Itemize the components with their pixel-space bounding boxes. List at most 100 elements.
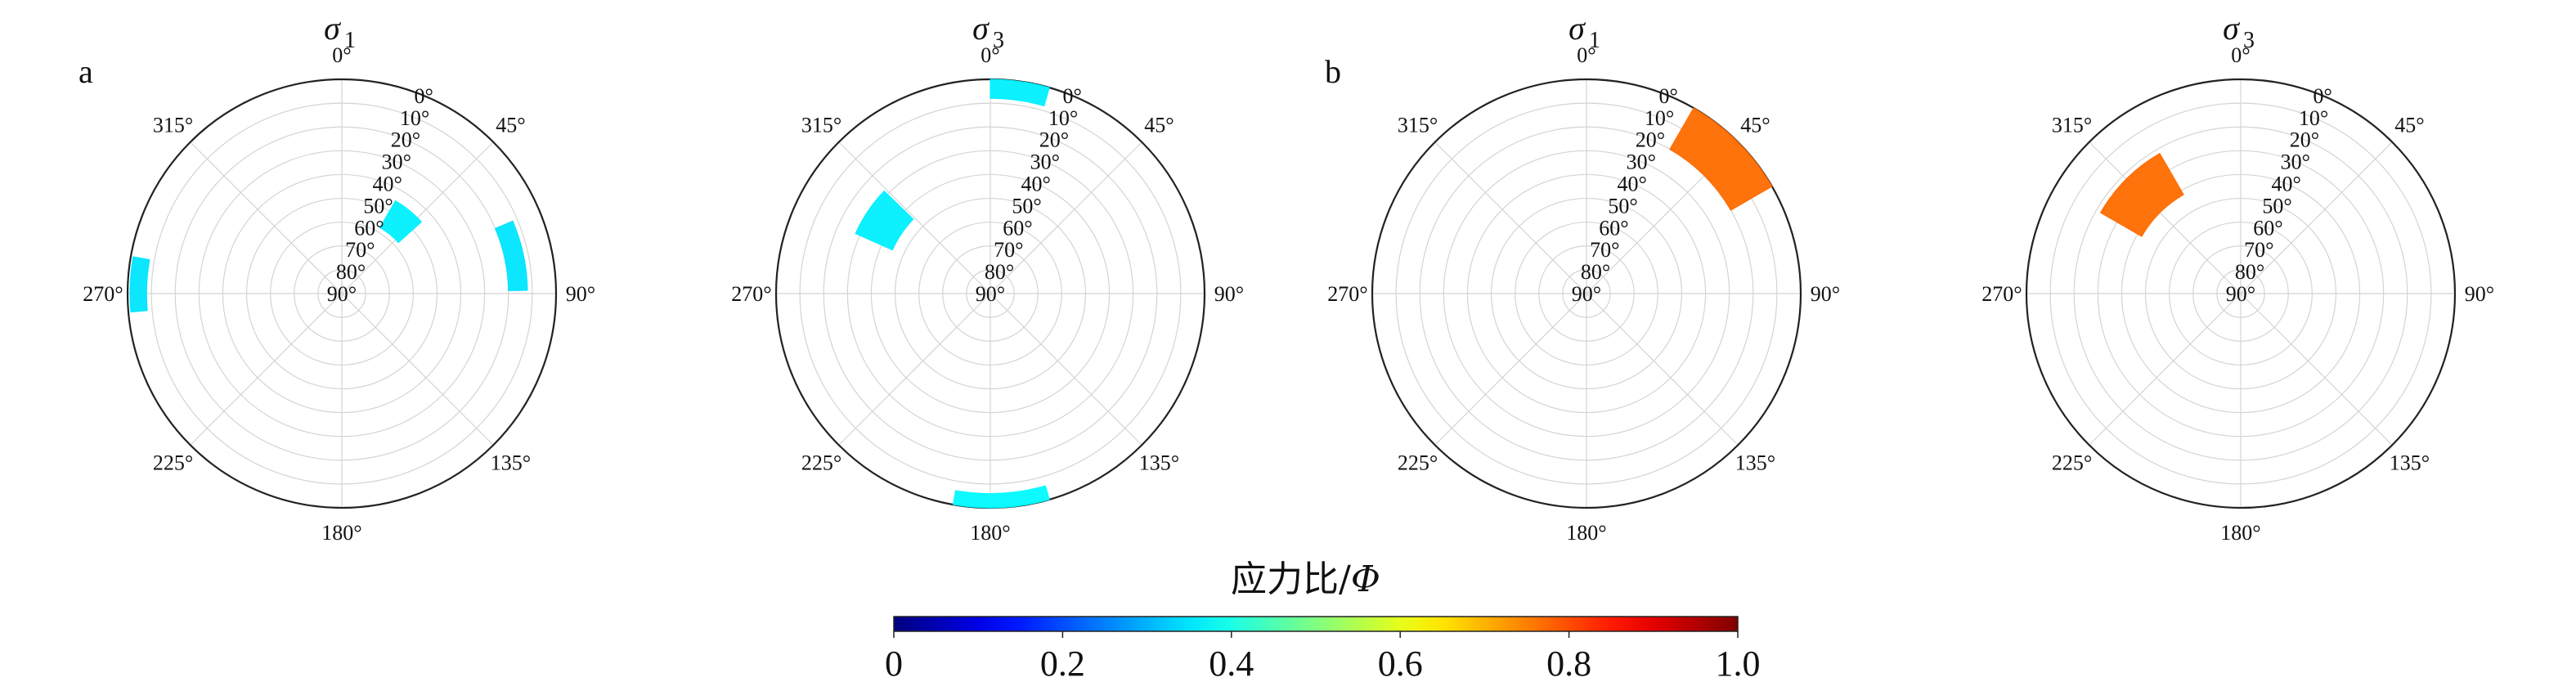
radial-grid-ring: [198, 150, 486, 437]
azimuth-grid-line: [341, 293, 494, 446]
radial-grid-ring: [1443, 150, 1730, 437]
colorbar-tick-label: 0.4: [1209, 644, 1254, 684]
colorbar-tick-label: 1.0: [1716, 644, 1761, 684]
radial-grid-ring: [894, 197, 1087, 390]
chart-title-subscript: 3: [993, 28, 1004, 53]
colorbar-title: 应力比/Φ: [1231, 550, 1380, 602]
radial-label: 90°: [327, 282, 357, 306]
azimuth-label: 135°: [491, 451, 531, 474]
azimuth-label: 315°: [153, 114, 193, 137]
radial-label: 80°: [336, 260, 366, 284]
radial-label: 50°: [363, 194, 393, 218]
radial-label: 30°: [382, 150, 411, 174]
radial-label: 30°: [1030, 150, 1060, 174]
azimuth-label: 45°: [1740, 114, 1770, 137]
radial-label: 80°: [1581, 260, 1610, 284]
azimuth-label: 180°: [2220, 521, 2260, 545]
azimuth-grid-line: [990, 141, 1142, 294]
chart-title-subscript: 1: [344, 28, 356, 53]
radial-grid-ring: [799, 102, 1182, 485]
colorbar-title-symbol: Φ: [1350, 559, 1380, 600]
radial-grid-ring: [1490, 197, 1683, 390]
radial-label: 70°: [994, 238, 1023, 262]
radial-grid-ring: [2026, 79, 2456, 509]
azimuth-label: 180°: [1566, 521, 1606, 545]
radial-label: 10°: [2299, 106, 2328, 130]
azimuth-label: 225°: [153, 451, 193, 474]
radial-grid-ring: [1538, 245, 1635, 342]
panel-label-a: a: [79, 53, 93, 90]
colorbar-gradient: [893, 616, 1739, 632]
radial-label: 70°: [1590, 238, 1619, 262]
azimuth-label: 270°: [1981, 282, 2022, 306]
azimuth-label: 180°: [970, 521, 1010, 545]
radial-grid-ring: [942, 245, 1039, 342]
azimuth-label: 0°: [2231, 43, 2250, 67]
azimuth-label: 225°: [1398, 451, 1438, 474]
radial-grid-ring: [1466, 173, 1707, 414]
radial-label: 50°: [1608, 194, 1637, 218]
radial-grid-ring: [870, 173, 1111, 414]
stress-axis-cluster: [952, 485, 1050, 509]
polar-outer-boundary: [1371, 78, 1802, 509]
radial-label: 0°: [1063, 84, 1082, 108]
azimuth-label: 135°: [1735, 451, 1775, 474]
radial-grid-ring: [2169, 222, 2313, 366]
azimuth-grid-line: [990, 293, 1142, 446]
azimuth-label: 90°: [1214, 282, 1244, 306]
stress-axis-cluster: [2099, 152, 2184, 237]
radial-grid-ring: [127, 79, 557, 509]
azimuth-label: 0°: [1577, 43, 1595, 67]
stress-axis-cluster: [494, 220, 528, 291]
radial-grid-ring: [966, 269, 1015, 318]
azimuth-label: 135°: [2390, 451, 2430, 474]
radial-grid-ring: [1395, 102, 1778, 485]
radial-label: 60°: [1599, 216, 1628, 240]
radial-grid-ring: [174, 126, 509, 461]
azimuth-grid-line: [838, 293, 991, 446]
radial-grid-ring: [1371, 79, 1802, 509]
azimuth-label: 270°: [731, 282, 771, 306]
radial-grid-ring: [2073, 126, 2408, 461]
radial-label: 30°: [1627, 150, 1656, 174]
radial-label: 40°: [1021, 173, 1050, 196]
azimuth-grid-line: [2089, 141, 2242, 294]
colorbar-title-prefix: 应力比/: [1231, 559, 1351, 600]
colorbar-tick-label: 0.6: [1378, 644, 1423, 684]
radial-label: 70°: [345, 238, 375, 262]
azimuth-grid-line: [190, 141, 343, 294]
azimuth-label: 90°: [1811, 282, 1840, 306]
azimuth-grid-line: [2240, 293, 2393, 446]
radial-grid-ring: [1515, 222, 1658, 366]
azimuth-label: 45°: [2394, 114, 2424, 137]
stress-axis-cluster: [855, 190, 914, 251]
colorbar-tick-label: 0.8: [1546, 644, 1591, 684]
radial-grid-ring: [317, 269, 366, 318]
radial-grid-ring: [775, 79, 1205, 509]
azimuth-label: 315°: [2052, 114, 2092, 137]
radial-label: 50°: [2262, 194, 2291, 218]
azimuth-label: 0°: [332, 43, 351, 67]
radial-grid-ring: [2049, 102, 2432, 485]
radial-label: 90°: [2226, 282, 2255, 306]
azimuth-grid-line: [838, 141, 991, 294]
azimuth-label: 0°: [981, 43, 999, 67]
radial-grid-ring: [222, 173, 462, 414]
polar-outer-boundary: [126, 78, 558, 509]
azimuth-label: 270°: [83, 282, 123, 306]
radial-label: 40°: [1617, 173, 1646, 196]
radial-grid-ring: [1419, 126, 1754, 461]
radial-label: 30°: [2281, 150, 2310, 174]
stress-axis-cluster: [379, 200, 423, 244]
azimuth-grid-line: [2089, 293, 2242, 446]
radial-label: 50°: [1012, 194, 1041, 218]
radial-grid-ring: [2192, 245, 2289, 342]
azimuth-grid-line: [1586, 141, 1739, 294]
radial-label: 40°: [2271, 173, 2300, 196]
colorbar-tick-label: 0: [885, 644, 903, 684]
radial-grid-ring: [2097, 150, 2385, 437]
azimuth-grid-line: [1434, 293, 1587, 446]
radial-label: 10°: [1645, 106, 1674, 130]
radial-label: 40°: [372, 173, 402, 196]
azimuth-label: 135°: [1139, 451, 1179, 474]
